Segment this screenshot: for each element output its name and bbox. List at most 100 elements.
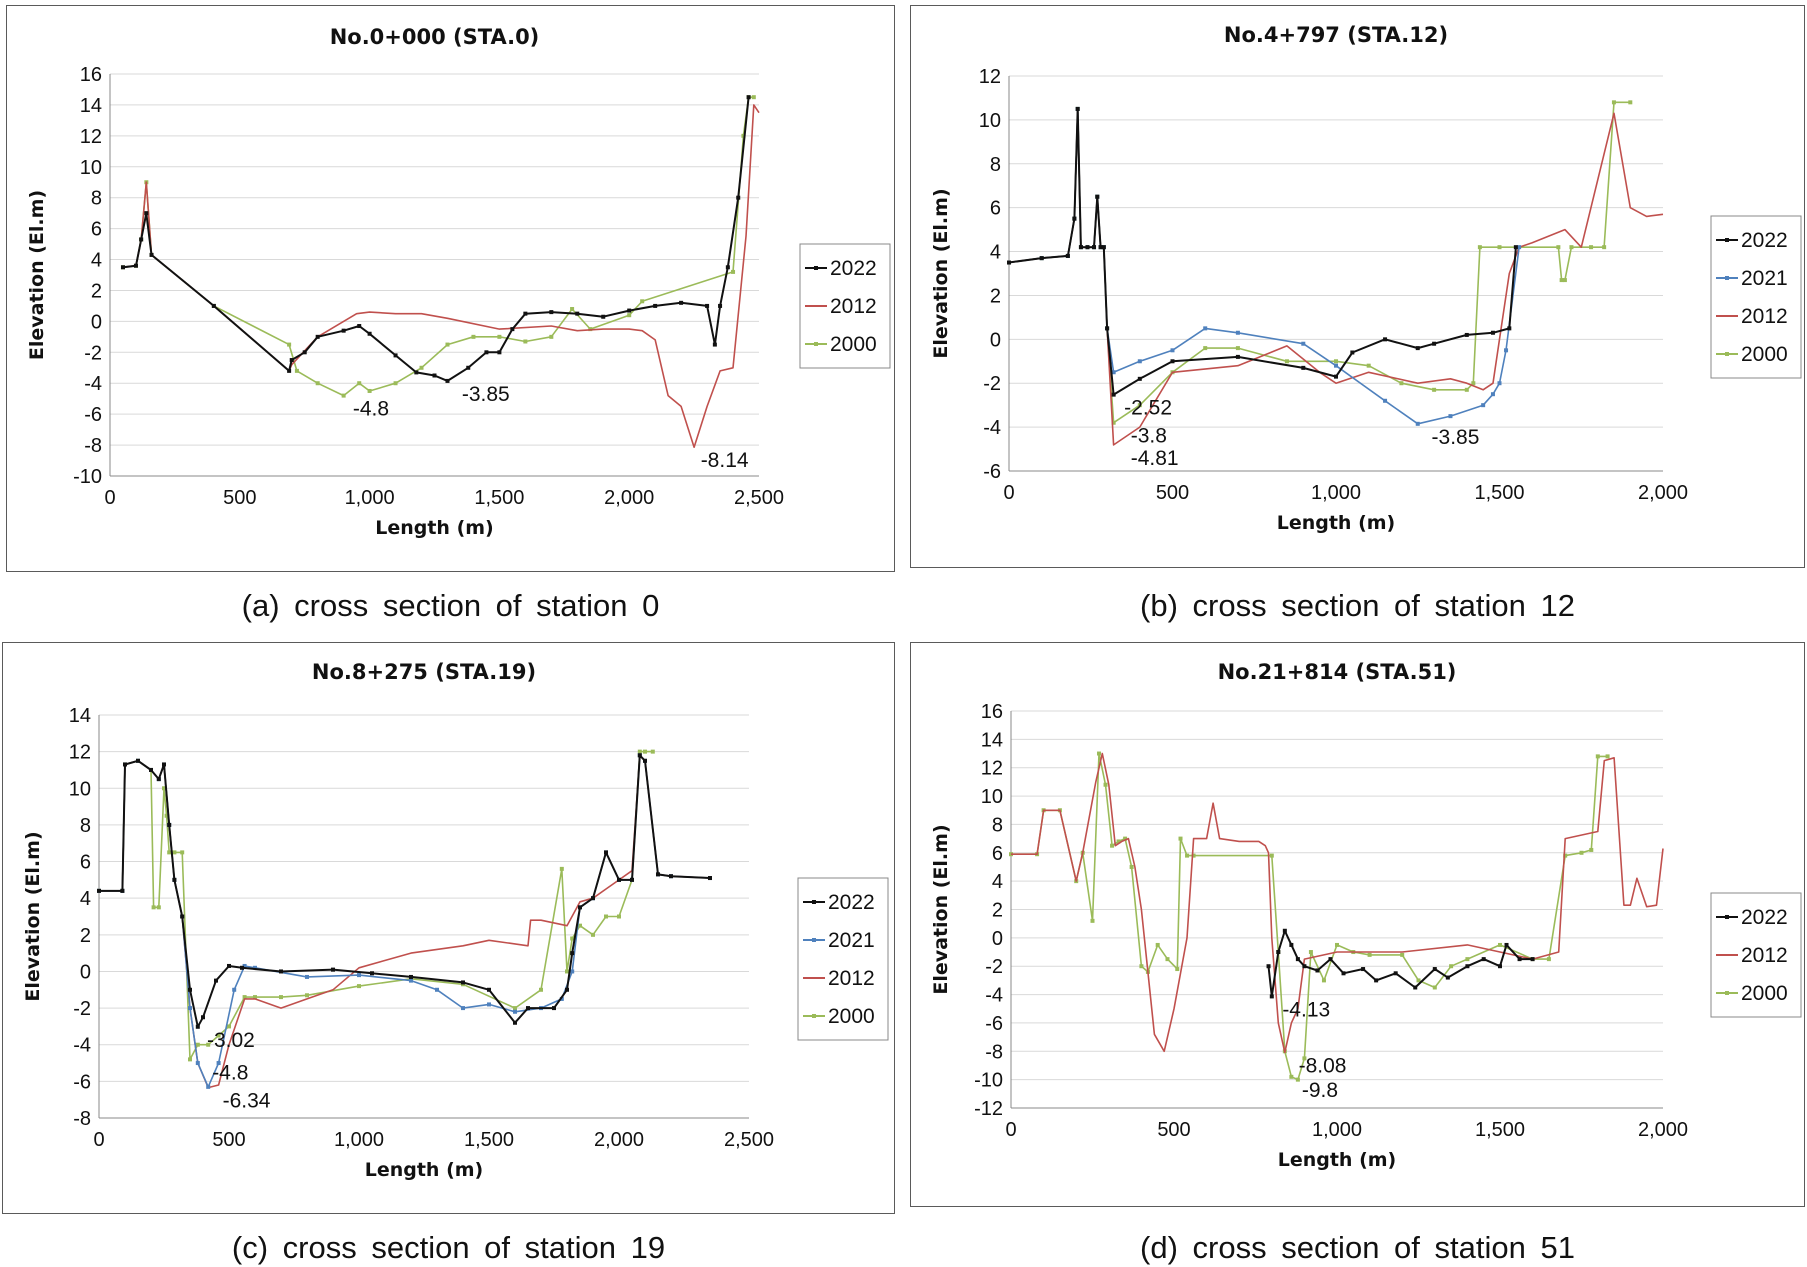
data-point-2021 bbox=[216, 1061, 221, 1066]
x-tick-label: 1,500 bbox=[464, 1129, 514, 1151]
data-point-2021 bbox=[1111, 370, 1116, 375]
data-point-2022 bbox=[461, 980, 465, 985]
data-point-2000 bbox=[1602, 245, 1607, 250]
data-point-2000 bbox=[1191, 853, 1196, 858]
data-point-2000 bbox=[565, 969, 569, 974]
data-label: -9.8 bbox=[1302, 1079, 1338, 1102]
data-point-2022 bbox=[1481, 957, 1486, 962]
data-point-2000 bbox=[1103, 782, 1108, 787]
data-point-2021 bbox=[1235, 330, 1240, 335]
y-tick-label: 14 bbox=[981, 729, 1003, 751]
legend-marker-2022 bbox=[812, 900, 816, 904]
data-label: -4.8 bbox=[353, 398, 389, 421]
data-point-2022 bbox=[357, 324, 362, 329]
y-tick-label: 6 bbox=[91, 219, 102, 241]
data-point-2022 bbox=[1334, 374, 1338, 379]
data-label: -3.02 bbox=[207, 1029, 255, 1052]
data-point-2021 bbox=[1490, 392, 1495, 397]
data-point-2022 bbox=[679, 300, 684, 305]
data-point-2021 bbox=[1517, 245, 1522, 250]
data-point-2000 bbox=[341, 393, 346, 398]
y-tick-label: 12 bbox=[981, 758, 1003, 780]
data-point-2022 bbox=[214, 978, 218, 983]
y-tick-label: -2 bbox=[983, 373, 1001, 395]
x-tick-label: 0 bbox=[93, 1129, 104, 1151]
data-point-2022 bbox=[513, 1020, 517, 1025]
y-tick-label: 0 bbox=[91, 311, 102, 333]
data-point-2022 bbox=[591, 896, 595, 901]
data-label: -3.85 bbox=[1432, 426, 1480, 449]
data-point-2022 bbox=[1530, 957, 1535, 962]
data-point-2022 bbox=[601, 314, 606, 319]
data-point-2000 bbox=[1497, 245, 1502, 250]
data-point-2022 bbox=[1383, 337, 1388, 342]
data-point-2000 bbox=[471, 334, 476, 339]
data-point-2022 bbox=[1498, 964, 1502, 969]
data-point-2021 bbox=[305, 974, 309, 979]
series-line-2022 bbox=[122, 97, 750, 382]
data-point-2000 bbox=[570, 307, 575, 312]
data-point-2000 bbox=[1471, 381, 1476, 386]
data-point-2000 bbox=[1546, 957, 1551, 962]
data-point-2022 bbox=[604, 850, 608, 855]
data-point-2000 bbox=[393, 381, 398, 386]
data-point-2022 bbox=[149, 252, 154, 257]
data-point-2021 bbox=[1497, 381, 1502, 386]
data-point-2000 bbox=[1139, 964, 1144, 969]
y-tick-label: -6 bbox=[84, 404, 102, 426]
data-point-2022 bbox=[466, 365, 471, 370]
y-tick-label: 4 bbox=[80, 888, 91, 910]
data-point-2000 bbox=[253, 995, 257, 1000]
data-label: -8.14 bbox=[701, 449, 749, 472]
data-point-2000 bbox=[1556, 245, 1561, 250]
y-tick-label: 10 bbox=[979, 110, 1001, 132]
data-point-2022 bbox=[1415, 346, 1420, 351]
y-tick-label: 14 bbox=[80, 95, 102, 117]
data-point-2021 bbox=[513, 1009, 517, 1014]
legend-marker-2000 bbox=[812, 1014, 816, 1018]
data-point-2000 bbox=[227, 1024, 231, 1029]
x-tick-label: 2,500 bbox=[734, 487, 784, 509]
data-point-2022 bbox=[510, 327, 515, 332]
data-point-2021 bbox=[1301, 341, 1306, 346]
data-point-2022 bbox=[1315, 968, 1320, 973]
data-point-2022 bbox=[1464, 332, 1469, 337]
data-point-2022 bbox=[195, 1024, 200, 1029]
series-line-2012 bbox=[99, 754, 711, 1089]
data-point-2022 bbox=[409, 974, 413, 979]
data-point-2022 bbox=[718, 303, 723, 308]
data-point-2000 bbox=[1203, 346, 1208, 351]
data-point-2000 bbox=[1178, 836, 1183, 841]
y-tick-label: -8 bbox=[985, 1041, 1003, 1063]
data-point-2000 bbox=[1284, 359, 1289, 364]
data-point-2021 bbox=[1415, 421, 1420, 426]
x-tick-label: 2,500 bbox=[724, 1129, 774, 1151]
data-point-2000 bbox=[1611, 100, 1616, 105]
y-tick-label: 10 bbox=[981, 786, 1003, 808]
legend-marker-2000 bbox=[1725, 352, 1729, 356]
data-point-2000 bbox=[513, 1006, 517, 1011]
data-point-2022 bbox=[1282, 928, 1287, 933]
data-point-2022 bbox=[1328, 957, 1333, 962]
data-point-2000 bbox=[1123, 836, 1128, 841]
data-point-2000 bbox=[604, 914, 608, 919]
y-tick-label: -8 bbox=[84, 435, 102, 457]
data-point-2021 bbox=[1334, 363, 1338, 368]
y-tick-label: -6 bbox=[985, 1013, 1003, 1035]
data-label: -6.34 bbox=[223, 1090, 271, 1113]
series-line-2000 bbox=[1011, 752, 1608, 1081]
x-axis-label: Length (m) bbox=[365, 1159, 484, 1181]
y-axis-label: Elevation (El.m) bbox=[930, 188, 952, 358]
data-point-2022 bbox=[180, 914, 185, 919]
data-point-2022 bbox=[120, 265, 125, 270]
y-tick-label: 2 bbox=[990, 285, 1001, 307]
data-point-2000 bbox=[151, 905, 156, 910]
data-point-2022 bbox=[120, 888, 125, 893]
legend-label-2000: 2000 bbox=[828, 1005, 875, 1028]
data-point-2000 bbox=[578, 923, 582, 928]
data-point-2022 bbox=[705, 303, 710, 308]
x-tick-label: 1,000 bbox=[1312, 1119, 1362, 1141]
data-point-2022 bbox=[746, 95, 751, 100]
data-point-2000 bbox=[1334, 359, 1338, 364]
x-tick-label: 500 bbox=[1156, 482, 1189, 504]
